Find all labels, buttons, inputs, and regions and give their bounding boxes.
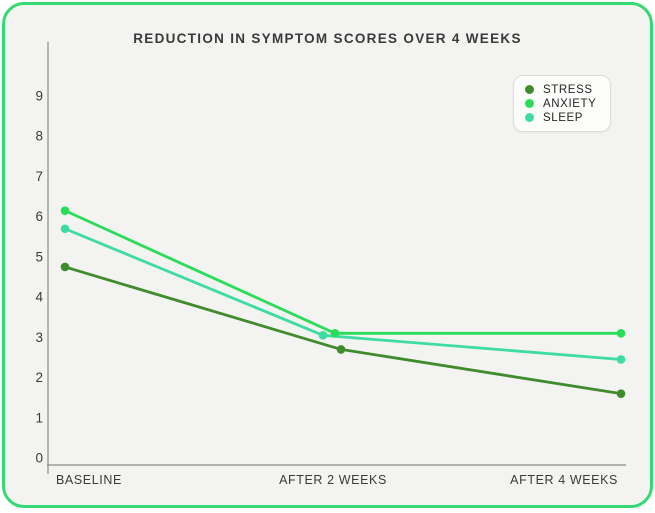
legend-label-stress: STRESS xyxy=(543,83,593,96)
y-tick-label: 1 xyxy=(35,410,43,425)
y-tick-label: 5 xyxy=(35,249,43,264)
legend-dot-stress-icon xyxy=(525,85,534,94)
legend-dot-anxiety-icon xyxy=(525,99,534,108)
data-point-stress xyxy=(60,262,70,272)
series-line-anxiety xyxy=(63,209,623,335)
data-point-anxiety xyxy=(60,206,70,215)
legend-item-anxiety: ANXIETY xyxy=(525,97,596,110)
legend-label-sleep: SLEEP xyxy=(543,111,584,124)
y-tick-label: 4 xyxy=(35,290,43,305)
y-tick-label: 2 xyxy=(35,370,43,385)
data-point-sleep xyxy=(60,224,70,234)
x-category-label: AFTER 4 WEEKS xyxy=(510,473,618,487)
legend-item-sleep: SLEEP xyxy=(525,111,596,124)
chart-title: REDUCTION IN SYMPTOM SCORES OVER 4 WEEKS xyxy=(133,31,522,46)
legend: STRESS ANXIETY SLEEP xyxy=(513,75,612,132)
x-category-label: BASELINE xyxy=(56,473,122,487)
data-point-sleep xyxy=(616,355,626,364)
x-category-label: AFTER 2 WEEKS xyxy=(279,473,387,487)
y-tick-label: 7 xyxy=(35,169,43,184)
data-point-stress xyxy=(336,345,346,354)
y-tick-label: 0 xyxy=(35,451,43,466)
series-line-stress xyxy=(63,265,623,396)
y-tick-label: 9 xyxy=(35,89,43,104)
y-tick-label: 3 xyxy=(35,330,43,345)
y-tick-label: 8 xyxy=(35,129,43,144)
data-point-sleep xyxy=(318,331,328,340)
y-tick-label: 6 xyxy=(35,209,43,224)
data-point-anxiety xyxy=(616,329,626,338)
data-point-stress xyxy=(616,389,626,398)
legend-dot-sleep-icon xyxy=(525,113,534,122)
data-point-anxiety xyxy=(330,329,340,338)
legend-label-anxiety: ANXIETY xyxy=(543,97,597,110)
legend-item-stress: STRESS xyxy=(525,83,596,96)
chart-svg: 0 1 2 3 4 5 6 7 8 9 BASELINE AFTER 2 WEEKS AFTER 4 W… xyxy=(35,42,626,487)
